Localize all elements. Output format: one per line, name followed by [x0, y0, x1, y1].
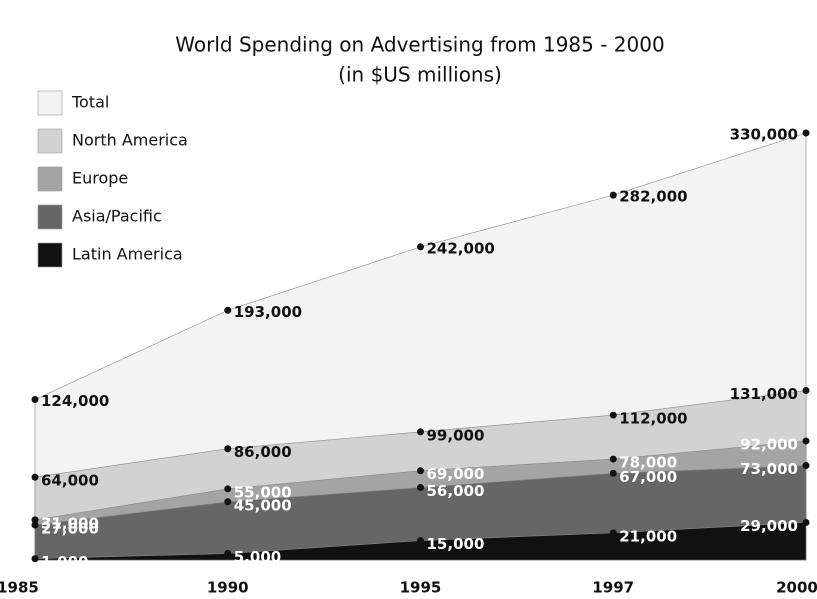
value-label: 67,000	[619, 468, 677, 486]
x-tick-label: 1995	[400, 579, 442, 597]
value-label: 15,000	[427, 535, 485, 553]
value-label: 29,000	[740, 517, 798, 535]
data-point	[31, 521, 39, 529]
legend-swatch	[37, 204, 63, 230]
legend-swatch	[37, 90, 63, 116]
value-label: 282,000	[619, 188, 687, 206]
x-tick-label: 1990	[207, 579, 249, 597]
data-point	[417, 428, 424, 436]
value-label: 131,000	[730, 385, 798, 403]
value-label: 99,000	[427, 426, 485, 444]
value-label: 86,000	[234, 443, 292, 461]
value-label: 31,000	[41, 514, 99, 532]
value-label: 64,000	[41, 472, 99, 490]
data-point	[802, 437, 810, 445]
x-tick-label: 1997	[592, 579, 634, 597]
legend-label: Total	[71, 93, 109, 112]
data-point	[609, 469, 617, 477]
value-label: 56,000	[427, 482, 485, 500]
value-label: 330,000	[730, 126, 798, 144]
data-point	[609, 455, 617, 463]
value-label: 124,000	[41, 392, 109, 410]
data-point	[31, 555, 39, 563]
data-point	[417, 467, 424, 475]
value-label: 55,000	[234, 483, 292, 501]
data-point	[417, 243, 424, 251]
x-tick-label: 1985	[0, 579, 39, 597]
value-label: 27,000	[41, 520, 99, 538]
legend-swatch	[37, 128, 63, 154]
value-label: 21,000	[619, 527, 677, 545]
chart-subtitle: (in $US millions)	[338, 63, 502, 87]
data-point	[224, 550, 232, 558]
legend-swatch	[37, 242, 63, 268]
data-point	[609, 191, 617, 199]
data-point	[802, 462, 810, 470]
legend-swatch	[37, 166, 63, 192]
value-label: 193,000	[234, 303, 302, 321]
data-point	[224, 485, 232, 493]
data-point	[609, 411, 617, 419]
legend-label: North America	[72, 131, 188, 150]
data-point	[802, 518, 810, 526]
value-label: 69,000	[427, 465, 485, 483]
data-point	[224, 445, 232, 453]
data-point	[802, 129, 810, 137]
value-label: 78,000	[619, 454, 677, 472]
chart-title: World Spending on Advertising from 1985 …	[175, 33, 664, 57]
data-point	[802, 386, 810, 394]
value-label: 45,000	[234, 496, 292, 514]
data-point	[609, 529, 617, 537]
value-label: 92,000	[740, 435, 798, 453]
legend-label: Europe	[72, 169, 128, 188]
value-label: 73,000	[740, 460, 798, 478]
legend-label: Latin America	[72, 245, 183, 264]
data-point	[417, 537, 424, 545]
value-label: 5,000	[234, 548, 281, 566]
legend-label: Asia/Pacific	[72, 207, 162, 226]
data-point	[31, 473, 39, 481]
data-point	[224, 498, 232, 506]
value-label: 112,000	[619, 410, 687, 428]
data-point	[31, 516, 39, 524]
data-point	[31, 396, 39, 404]
data-point	[417, 484, 424, 492]
value-label: 242,000	[427, 239, 495, 257]
data-point	[224, 306, 232, 314]
value-label: 1,000	[41, 553, 88, 571]
x-tick-label: 2000	[776, 579, 817, 597]
